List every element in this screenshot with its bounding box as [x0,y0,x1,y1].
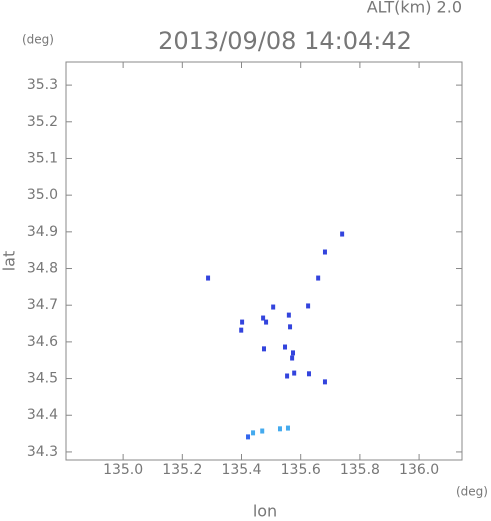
echo-point [251,430,256,436]
echo-point [322,249,327,255]
y-tick-label: 35.3 [27,77,58,93]
annotation: ALT(km) 2.0 [367,0,462,17]
y-tick-label: 34.5 [27,371,58,387]
echo-point [246,434,251,440]
y-tick-label: 35.2 [27,114,58,130]
echo-point [264,319,269,325]
echo-point [316,275,321,281]
chart-title: 2013/09/08 14:04:42 [158,27,412,55]
x-unit: (deg) [456,485,488,499]
echo-point [306,303,311,309]
x-tick-label: 135.8 [340,462,380,478]
echo-point [288,324,293,330]
plot-frame [65,61,463,461]
echo-point [285,425,290,431]
y-tick-label: 34.7 [27,297,58,313]
echo-point [261,315,266,321]
x-axis-label: lon [253,502,277,521]
y-tick-label: 34.8 [27,261,58,277]
x-tick-label: 135.2 [162,462,202,478]
x-tick-label: 135.6 [281,462,321,478]
x-tick-label: 135.4 [221,462,261,478]
y-tick-label: 34.3 [27,444,58,460]
echo-point [260,428,265,434]
echo-point [271,304,276,310]
echo-point [292,370,297,376]
echo-point [340,231,345,237]
echo-point [240,319,245,325]
echo-point [206,275,211,281]
y-tick-label: 35.1 [27,150,58,166]
y-axis-label: lat [0,251,19,272]
x-tick-label: 135.0 [103,462,143,478]
y-tick-label: 34.9 [27,224,58,240]
echo-point [306,371,311,377]
x-tick-label: 136.0 [399,462,439,478]
echo-point [286,312,291,318]
y-tick-label: 35.0 [27,187,58,203]
echo-point [285,373,290,379]
echo-point [290,355,295,361]
echo-point [277,426,282,432]
y-tick-label: 34.6 [27,334,58,350]
echo-point [262,346,266,352]
echo-point [239,327,244,333]
echo-point [291,350,296,356]
echo-point [322,379,327,385]
y-unit: (deg) [22,33,54,47]
echo-point [283,344,288,350]
y-tick-label: 34.4 [27,407,58,423]
